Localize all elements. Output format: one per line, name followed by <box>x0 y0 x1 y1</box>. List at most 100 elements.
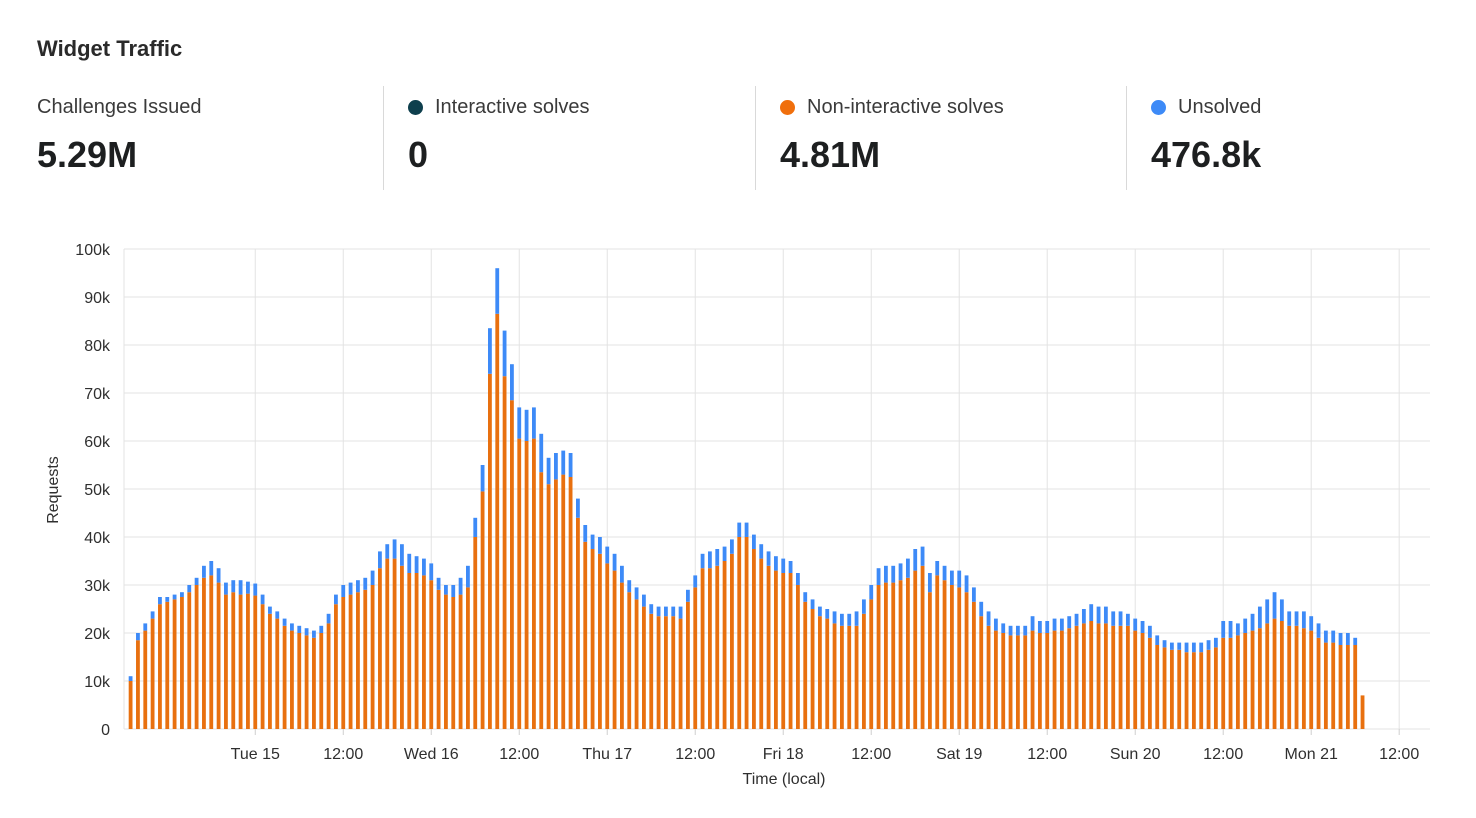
bar-unsolved[interactable] <box>1331 630 1336 643</box>
bar-non-interactive[interactable] <box>370 585 375 729</box>
bar-unsolved[interactable] <box>370 570 375 585</box>
bar-unsolved[interactable] <box>568 453 573 477</box>
bar-unsolved[interactable] <box>165 597 170 602</box>
bar-unsolved[interactable] <box>385 544 390 559</box>
bar-non-interactive[interactable] <box>971 601 976 729</box>
bar-unsolved[interactable] <box>935 561 940 576</box>
bar-unsolved[interactable] <box>1191 642 1196 653</box>
bar-non-interactive[interactable] <box>1353 645 1358 729</box>
bar-non-interactive[interactable] <box>202 577 206 729</box>
bar-non-interactive[interactable] <box>986 625 991 729</box>
bar-unsolved[interactable] <box>920 546 925 566</box>
bar-non-interactive[interactable] <box>1323 642 1328 729</box>
bar-non-interactive[interactable] <box>773 570 778 729</box>
bar-unsolved[interactable] <box>1301 611 1306 629</box>
bar-non-interactive[interactable] <box>605 563 610 729</box>
bar-non-interactive[interactable] <box>554 479 558 729</box>
bar-non-interactive[interactable] <box>473 537 478 729</box>
bar-non-interactive[interactable] <box>1199 652 1204 729</box>
bar-non-interactive[interactable] <box>927 592 932 729</box>
bar-non-interactive[interactable] <box>781 573 786 729</box>
bar-non-interactive[interactable] <box>1147 637 1152 729</box>
bar-unsolved[interactable] <box>458 577 463 595</box>
bar-non-interactive[interactable] <box>744 537 749 729</box>
bar-non-interactive[interactable] <box>634 599 639 729</box>
bar-non-interactive[interactable] <box>348 594 353 729</box>
bar-non-interactive[interactable] <box>1111 625 1116 729</box>
bar-unsolved[interactable] <box>766 551 771 566</box>
bar-non-interactive[interactable] <box>436 589 441 729</box>
bar-non-interactive[interactable] <box>180 597 184 729</box>
bar-non-interactive[interactable] <box>671 616 676 729</box>
bar-unsolved[interactable] <box>971 587 976 602</box>
bar-non-interactive[interactable] <box>1133 630 1138 729</box>
bar-unsolved[interactable] <box>554 453 558 480</box>
bar-unsolved[interactable] <box>400 544 404 566</box>
bar-non-interactive[interactable] <box>788 573 793 729</box>
bar-unsolved[interactable] <box>781 558 786 573</box>
bar-non-interactive[interactable] <box>136 640 140 729</box>
bar-unsolved[interactable] <box>1287 611 1292 626</box>
bar-non-interactive[interactable] <box>869 599 874 729</box>
bar-non-interactive[interactable] <box>1169 649 1174 729</box>
bar-unsolved[interactable] <box>275 611 280 619</box>
bar-non-interactive[interactable] <box>1125 625 1130 729</box>
bar-unsolved[interactable] <box>224 582 228 595</box>
bar-non-interactive[interactable] <box>861 613 866 729</box>
bar-unsolved[interactable] <box>466 565 470 588</box>
bar-unsolved[interactable] <box>627 580 632 593</box>
bar-non-interactive[interactable] <box>1294 625 1299 729</box>
bar-non-interactive[interactable] <box>238 594 243 729</box>
bar-non-interactive[interactable] <box>795 585 800 729</box>
bar-unsolved[interactable] <box>1096 606 1101 624</box>
bar-unsolved[interactable] <box>334 594 338 605</box>
bar-unsolved[interactable] <box>861 599 866 614</box>
bar-unsolved[interactable] <box>319 625 324 633</box>
bar-non-interactive[interactable] <box>1045 633 1050 729</box>
bar-unsolved[interactable] <box>1015 625 1020 636</box>
bar-non-interactive[interactable] <box>876 585 881 729</box>
bar-unsolved[interactable] <box>422 558 426 576</box>
bar-unsolved[interactable] <box>649 604 654 614</box>
bar-unsolved[interactable] <box>290 623 294 631</box>
bar-unsolved[interactable] <box>576 498 580 518</box>
bar-non-interactive[interactable] <box>979 616 984 729</box>
bar-non-interactive[interactable] <box>1023 635 1028 729</box>
bar-non-interactive[interactable] <box>1316 637 1321 729</box>
bar-unsolved[interactable] <box>671 606 676 617</box>
bar-non-interactive[interactable] <box>407 573 412 729</box>
bar-unsolved[interactable] <box>810 599 815 609</box>
bar-non-interactive[interactable] <box>759 558 764 729</box>
bar-unsolved[interactable] <box>180 592 184 597</box>
bar-unsolved[interactable] <box>1316 623 1321 638</box>
bar-unsolved[interactable] <box>979 601 984 617</box>
bar-unsolved[interactable] <box>1155 635 1160 645</box>
bar-non-interactive[interactable] <box>297 633 302 729</box>
bar-non-interactive[interactable] <box>312 637 316 729</box>
bar-non-interactive[interactable] <box>839 625 844 729</box>
bar-non-interactive[interactable] <box>1287 625 1292 729</box>
bar-non-interactive[interactable] <box>568 477 573 729</box>
bar-non-interactive[interactable] <box>825 618 830 729</box>
bar-unsolved[interactable] <box>246 581 250 594</box>
bar-unsolved[interactable] <box>656 606 661 617</box>
bar-unsolved[interactable] <box>1001 623 1006 633</box>
bar-non-interactive[interactable] <box>685 601 690 729</box>
bar-non-interactive[interactable] <box>627 592 632 729</box>
bar-unsolved[interactable] <box>693 575 698 588</box>
bar-unsolved[interactable] <box>1294 611 1299 626</box>
bar-non-interactive[interactable] <box>1067 628 1072 729</box>
bar-unsolved[interactable] <box>348 582 353 595</box>
bar-non-interactive[interactable] <box>495 313 500 729</box>
bar-non-interactive[interactable] <box>883 582 888 729</box>
bar-non-interactive[interactable] <box>751 549 756 729</box>
bar-non-interactive[interactable] <box>268 613 272 729</box>
bar-non-interactive[interactable] <box>480 491 485 729</box>
bar-non-interactive[interactable] <box>1279 621 1284 729</box>
bar-non-interactive[interactable] <box>964 592 969 729</box>
bar-unsolved[interactable] <box>620 565 624 583</box>
bar-unsolved[interactable] <box>282 618 287 626</box>
bar-non-interactive[interactable] <box>1243 633 1248 729</box>
bar-unsolved[interactable] <box>949 570 954 585</box>
bar-unsolved[interactable] <box>795 573 800 585</box>
